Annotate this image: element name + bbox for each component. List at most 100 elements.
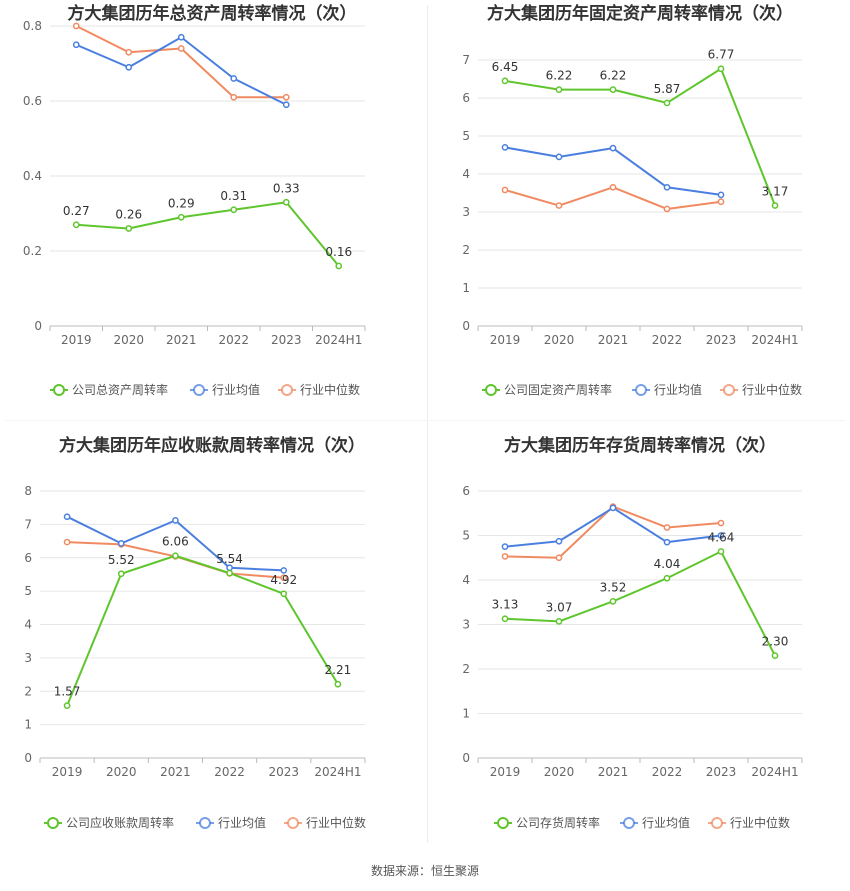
- data-point-industry_median[interactable]: [72, 22, 80, 30]
- data-label: 0.31: [220, 189, 247, 203]
- data-point-industry_median[interactable]: [63, 538, 71, 546]
- data-point-company[interactable]: [72, 221, 80, 229]
- y-tick-label: 0: [34, 319, 42, 333]
- data-point-industry_mean[interactable]: [282, 101, 290, 109]
- data-point-company[interactable]: [555, 618, 563, 625]
- data-point-company[interactable]: [177, 213, 185, 221]
- data-point-company[interactable]: [117, 570, 125, 578]
- data-point-company[interactable]: [335, 262, 343, 270]
- data-point-company[interactable]: [501, 615, 509, 623]
- data-point-company[interactable]: [172, 552, 179, 560]
- data-point-industry_median[interactable]: [663, 205, 671, 213]
- legend-item-company[interactable]: 公司总资产周转率: [72, 382, 168, 397]
- data-point-industry_median[interactable]: [501, 553, 509, 560]
- data-point-company[interactable]: [282, 198, 290, 206]
- legend-item-industry_median[interactable]: 行业中位数: [306, 815, 366, 830]
- data-label: 3.52: [600, 580, 627, 594]
- data-point-industry_mean[interactable]: [609, 144, 617, 152]
- data-point-industry_median[interactable]: [717, 519, 725, 527]
- data-point-company[interactable]: [717, 65, 725, 73]
- y-tick-label: 0.2: [23, 244, 42, 258]
- data-point-company[interactable]: [230, 206, 238, 214]
- legend-item-industry_mean[interactable]: 行业均值: [654, 382, 702, 397]
- legend-item-industry_median[interactable]: 行业中位数: [730, 815, 790, 830]
- data-point-industry_median[interactable]: [663, 524, 671, 531]
- legend-item-company[interactable]: 公司存货周转率: [516, 815, 600, 830]
- data-point-company[interactable]: [717, 548, 725, 555]
- data-point-industry_median[interactable]: [717, 198, 725, 206]
- data-point-industry_mean[interactable]: [117, 540, 125, 547]
- data-point-company[interactable]: [663, 574, 671, 582]
- x-tick-label: 2021: [598, 333, 629, 347]
- data-point-company[interactable]: [334, 680, 342, 688]
- data-point-industry_mean[interactable]: [555, 153, 563, 161]
- x-tick-label: 2023: [271, 333, 302, 347]
- data-point-company[interactable]: [609, 598, 617, 605]
- y-tick-label: 5: [462, 129, 470, 143]
- data-point-industry_mean[interactable]: [663, 538, 671, 546]
- data-point-company[interactable]: [63, 702, 71, 709]
- chart-panel-total-assets: 方大集团历年总资产周转率情况（次） 0 0.2 0.4 0.6 0.8 2019 2020 20…: [0, 0, 425, 432]
- y-tick-label: 7: [24, 517, 32, 531]
- data-point-industry_mean[interactable]: [125, 63, 133, 71]
- legend-item-company[interactable]: 公司固定资产周转率: [504, 382, 612, 397]
- data-point-company[interactable]: [555, 86, 563, 93]
- data-point-industry_median[interactable]: [555, 202, 563, 209]
- data-point-company[interactable]: [771, 652, 779, 659]
- x-tick-label: 2023: [706, 765, 737, 779]
- data-point-industry_mean[interactable]: [501, 543, 509, 550]
- y-tick-label: 6: [462, 91, 470, 105]
- data-point-industry_mean[interactable]: [177, 33, 185, 41]
- data-point-company[interactable]: [125, 225, 133, 232]
- data-point-industry_median[interactable]: [501, 186, 509, 194]
- x-tick-label: 2020: [113, 333, 144, 347]
- data-point-company[interactable]: [609, 86, 617, 93]
- legend-item-industry_median[interactable]: 行业中位数: [300, 382, 360, 397]
- data-point-industry_mean[interactable]: [717, 532, 725, 539]
- x-tick-label: 2022: [218, 333, 249, 347]
- x-tick-label: 2019: [61, 333, 92, 347]
- data-point-industry_median[interactable]: [230, 93, 238, 101]
- data-point-industry_mean[interactable]: [663, 183, 671, 191]
- data-point-industry_median[interactable]: [125, 48, 133, 56]
- data-label: 1.57: [54, 685, 81, 699]
- y-tick-label: 6: [462, 484, 470, 498]
- chart-panel-inventory: 方大集团历年存货周转率情况（次） 0 1 2 3 4 5 6 2019 2020 2021 2022 2…: [428, 432, 850, 864]
- data-point-company[interactable]: [226, 569, 233, 577]
- x-tick-label: 2019: [490, 765, 521, 779]
- data-point-industry_mean[interactable]: [63, 513, 71, 521]
- legend-item-industry_mean[interactable]: 行业均值: [218, 815, 266, 830]
- chart-total-assets: 方大集团历年总资产周转率情况（次） 0 0.2 0.4 0.6 0.8 2019 2020 20…: [23, 3, 366, 397]
- legend-item-industry_median[interactable]: 行业中位数: [742, 382, 802, 397]
- data-point-industry_mean[interactable]: [609, 504, 617, 512]
- data-point-company[interactable]: [663, 99, 671, 107]
- data-point-industry_median[interactable]: [282, 93, 290, 101]
- data-label: 4.64: [708, 531, 735, 545]
- x-tick-label: 2024H1: [314, 765, 361, 779]
- data-point-industry_mean[interactable]: [717, 191, 725, 199]
- data-point-industry_mean[interactable]: [72, 41, 80, 49]
- data-point-industry_median[interactable]: [555, 554, 563, 562]
- data-point-industry_median[interactable]: [609, 183, 617, 191]
- x-tick-label: 2023: [268, 765, 299, 779]
- legend-item-company[interactable]: 公司应收账款周转率: [66, 815, 174, 830]
- x-tick-label: 2020: [544, 765, 575, 779]
- data-point-industry_mean[interactable]: [230, 75, 238, 82]
- data-label: 5.54: [216, 552, 243, 566]
- data-point-industry_mean[interactable]: [501, 144, 509, 151]
- data-point-industry_median[interactable]: [280, 574, 288, 582]
- y-tick-label: 4: [462, 573, 470, 587]
- data-point-industry_mean[interactable]: [172, 517, 179, 524]
- data-point-company[interactable]: [771, 202, 779, 209]
- legend-item-industry_mean[interactable]: 行业均值: [642, 815, 690, 830]
- data-point-company[interactable]: [501, 77, 509, 85]
- series-line-company: [504, 67, 776, 206]
- data-point-industry_median[interactable]: [177, 45, 185, 52]
- data-point-industry_mean[interactable]: [555, 537, 563, 545]
- y-tick-label: 8: [24, 484, 32, 498]
- legend-item-industry_mean[interactable]: 行业均值: [212, 382, 260, 397]
- x-tick-label: 2020: [106, 765, 137, 779]
- data-point-industry_mean[interactable]: [280, 567, 288, 574]
- data-point-company[interactable]: [280, 590, 288, 598]
- legend-swatch-marker-industry_median: [711, 817, 723, 829]
